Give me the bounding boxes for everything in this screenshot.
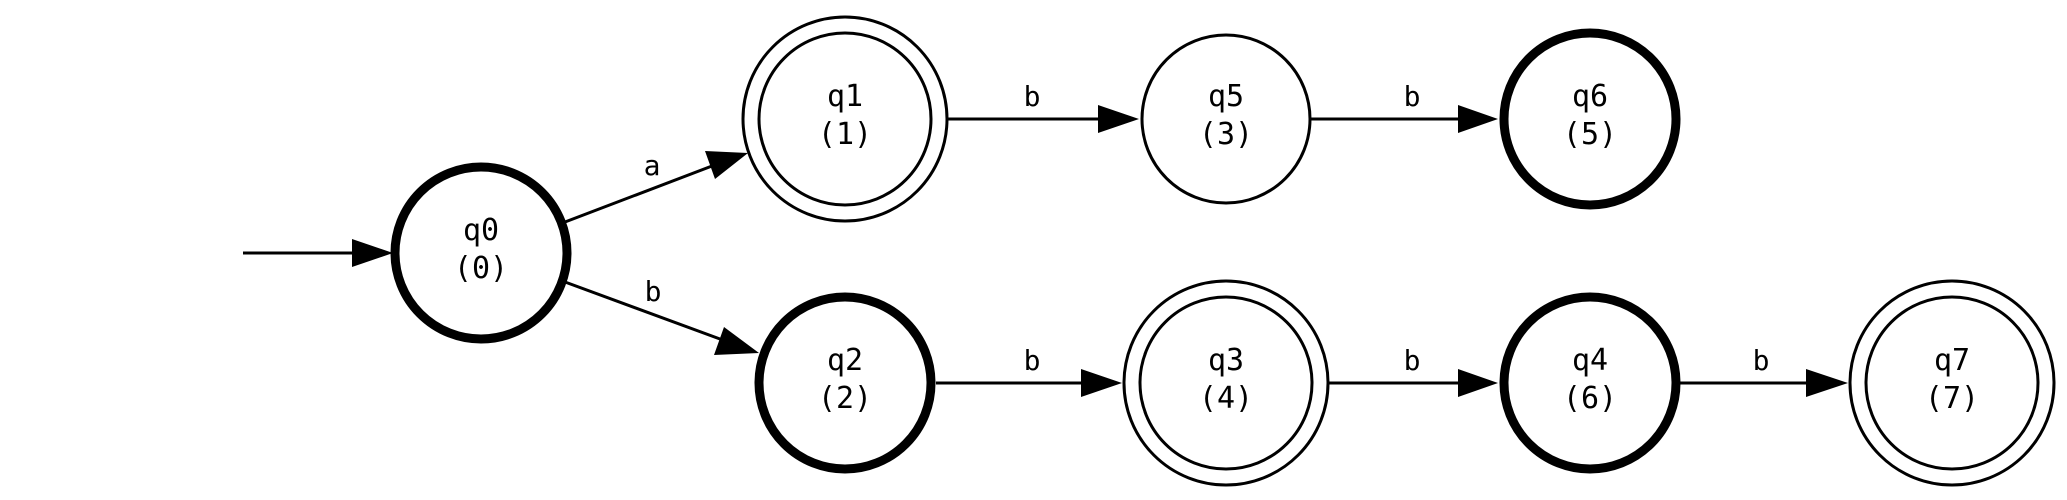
edge-label: b (1753, 344, 1770, 377)
edge-label: b (1404, 80, 1421, 113)
state-order: (4) (1199, 381, 1253, 416)
state-name: q6 (1572, 79, 1608, 114)
state-order: (5) (1563, 117, 1617, 152)
edge-q4-q7: b (1680, 344, 1848, 397)
state-name: q0 (463, 213, 499, 248)
state-q1: q1 (1) (741, 15, 949, 223)
start-arrow (243, 239, 393, 267)
state-order: (0) (454, 251, 508, 286)
edge-label: a (644, 149, 661, 182)
edge-label: b (645, 275, 662, 308)
edge-q5-q6: b (1310, 80, 1498, 133)
state-order: (2) (818, 381, 872, 416)
edge-label: b (1024, 80, 1041, 113)
state-q0: q0 (0) (390, 162, 572, 344)
state-q7: q7 (7) (1848, 279, 2056, 487)
edge-q3-q4: b (1328, 344, 1498, 397)
state-order: (7) (1925, 381, 1979, 416)
edge-q0-q2: b (564, 275, 759, 355)
state-q4: q4 (6) (1499, 292, 1681, 474)
state-name: q1 (827, 79, 863, 114)
state-name: q3 (1208, 343, 1244, 378)
state-q6: q6 (5) (1499, 28, 1681, 210)
edge-q2-q3: b (936, 344, 1122, 397)
state-q5: q5 (3) (1140, 33, 1312, 205)
state-name: q4 (1572, 343, 1608, 378)
state-order: (6) (1563, 381, 1617, 416)
state-order: (1) (818, 117, 872, 152)
state-order: (3) (1199, 117, 1253, 152)
edge-label: b (1404, 344, 1421, 377)
edge-q0-q1: a (564, 149, 748, 224)
state-q3: q3 (4) (1122, 279, 1330, 487)
edge-label: b (1024, 344, 1041, 377)
edge-q1-q5: b (947, 80, 1139, 133)
state-q2: q2 (2) (754, 292, 936, 474)
state-name: q2 (827, 343, 863, 378)
state-name: q7 (1934, 343, 1970, 378)
state-name: q5 (1208, 79, 1244, 114)
